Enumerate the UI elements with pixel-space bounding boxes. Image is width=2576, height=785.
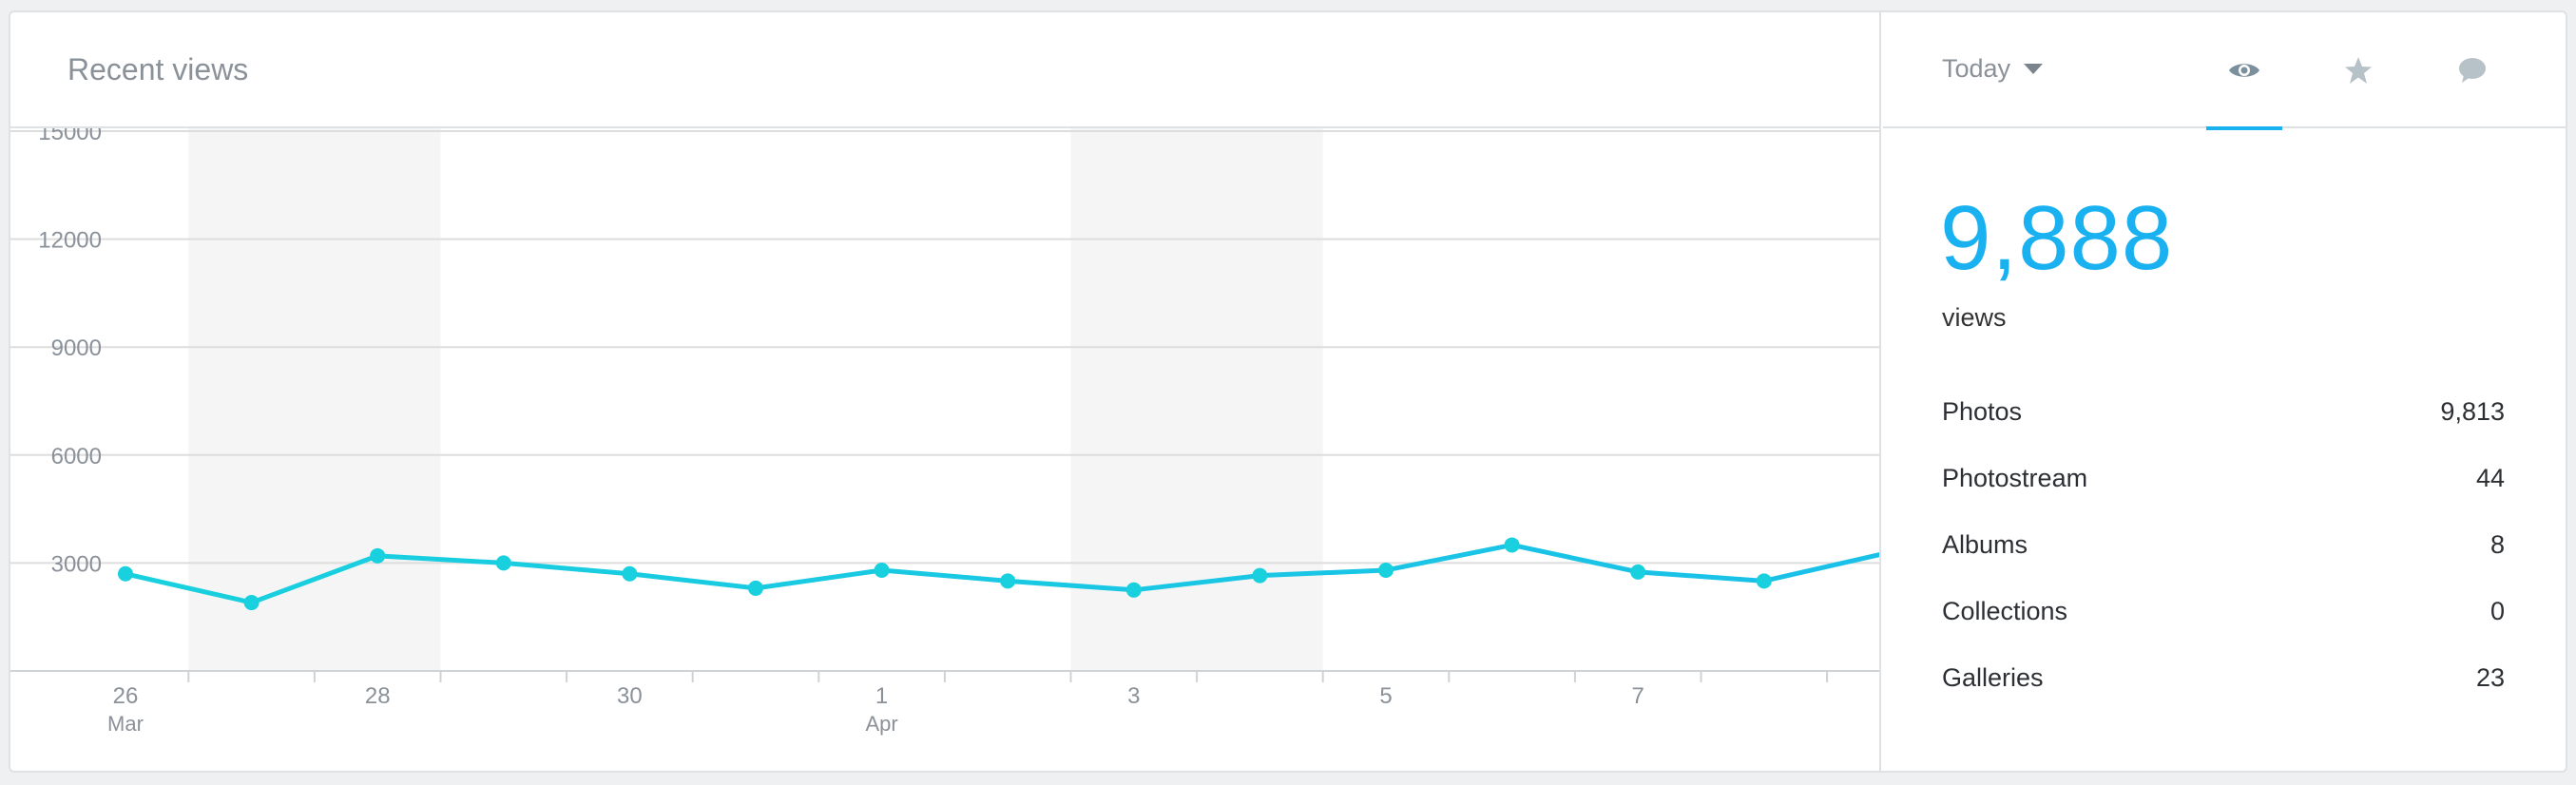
views-line-chart: 150001200090006000300026Mar28301Apr35791…: [10, 128, 1879, 736]
x-tick-label: 3: [1127, 683, 1140, 709]
range-dropdown[interactable]: Today: [1942, 54, 2044, 84]
x-tick-label: 30: [617, 683, 643, 709]
tab-views[interactable]: [2206, 12, 2282, 130]
eye-icon: [2229, 64, 2259, 77]
x-tick-sublabel: Apr: [865, 712, 897, 736]
star-icon: [2345, 57, 2372, 84]
data-point: [1756, 573, 1772, 589]
x-tick-label: 5: [1379, 683, 1392, 709]
series-line: [125, 542, 1879, 605]
data-point: [1630, 564, 1646, 580]
x-tick-label: 28: [365, 683, 391, 709]
data-point: [874, 562, 890, 578]
x-tick-sublabel: Mar: [107, 712, 144, 736]
stat-value: 0: [2489, 597, 2505, 625]
data-point: [622, 565, 638, 582]
stat-row-galleries: Galleries 23: [1942, 663, 2505, 693]
recent-views-card: Recent views 15000 12000 9000 6000 3000 26 Mar…: [9, 10, 2567, 773]
y-tick-label: 3000: [51, 551, 102, 577]
data-point: [495, 555, 511, 571]
data-point: [1378, 562, 1394, 578]
data-point: [1000, 573, 1016, 589]
tab-faves[interactable]: [2320, 12, 2396, 128]
stats-panel: Today 9,888: [1883, 12, 2567, 771]
stat-label: Photostream: [1942, 464, 2088, 492]
x-tick-label: 1: [875, 683, 888, 709]
total-views-number: 9,888: [1940, 187, 2174, 289]
caret-down-icon: [2024, 64, 2044, 74]
stat-row-collections: Collections 0: [1942, 597, 2505, 626]
chart-header: Recent views: [10, 12, 1879, 128]
stat-label: Galleries: [1942, 663, 2044, 692]
stat-row-albums: Albums 8: [1942, 530, 2505, 560]
weekend-band: [188, 128, 441, 671]
x-tick-label: 26: [113, 683, 139, 709]
stat-value: 9,813: [2440, 397, 2505, 426]
stat-value: 44: [2475, 464, 2505, 492]
data-point: [1125, 582, 1142, 598]
page-title: Recent views: [67, 52, 249, 86]
stat-row-photostream: Photostream 44: [1942, 464, 2505, 493]
data-point: [243, 595, 260, 611]
data-point: [1252, 567, 1268, 584]
data-point: [370, 547, 386, 564]
y-tick-label: 15000: [38, 128, 102, 145]
stat-value: 8: [2489, 530, 2505, 559]
data-point: [748, 580, 763, 596]
y-tick-label: 12000: [38, 228, 102, 254]
range-dropdown-label: Today: [1942, 54, 2011, 83]
y-tick-label: 9000: [51, 335, 102, 361]
chart-panel: Recent views 15000 12000 9000 6000 3000 26 Mar…: [10, 12, 1881, 771]
stat-label: Collections: [1942, 597, 2068, 625]
stat-row-photos: Photos 9,813: [1942, 397, 2505, 427]
stat-label: Photos: [1942, 397, 2023, 426]
data-point: [1504, 537, 1520, 553]
comment-icon: [2459, 58, 2486, 83]
stat-value: 23: [2475, 663, 2505, 692]
tab-comments[interactable]: [2434, 12, 2510, 128]
y-tick-label: 6000: [51, 444, 102, 469]
total-views-label: views: [1942, 303, 2007, 332]
data-point: [118, 565, 133, 582]
x-tick-label: 7: [1632, 683, 1644, 709]
stat-label: Albums: [1942, 530, 2028, 559]
stats-header: Today: [1883, 12, 2567, 130]
